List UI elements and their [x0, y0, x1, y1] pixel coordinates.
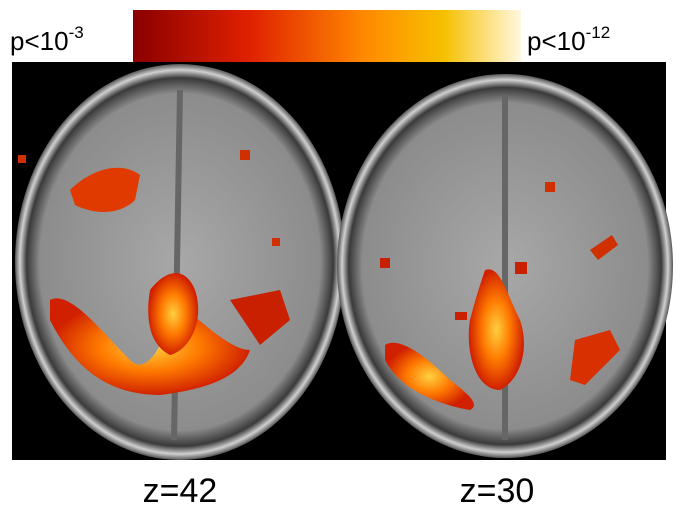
- colorbar: [133, 10, 521, 62]
- brain-slice-left: [15, 64, 345, 460]
- brain-slice-right: [337, 74, 673, 458]
- panel-label: z=42: [143, 472, 218, 507]
- figure: p<10-3 p<10-12 z=42 z=30: [0, 0, 676, 507]
- colorbar-max-label: p<10-12: [527, 23, 610, 56]
- colorbar-min-label: p<10-3: [10, 23, 84, 56]
- panel-label: z=30: [460, 472, 535, 507]
